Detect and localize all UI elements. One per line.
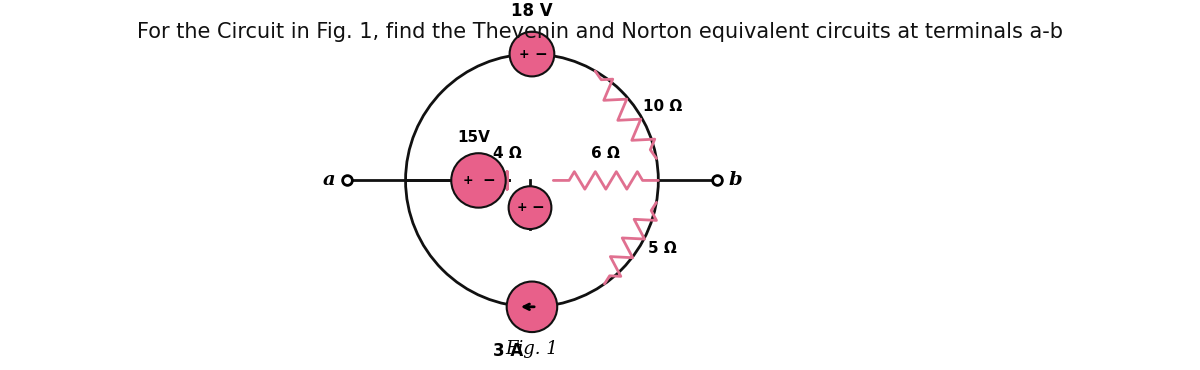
Text: For the Circuit in Fig. 1, find the Thevenin and Norton equivalent circuits at t: For the Circuit in Fig. 1, find the Thev…: [137, 22, 1063, 42]
Circle shape: [510, 32, 554, 77]
Text: −: −: [534, 47, 547, 61]
Text: 4 Ω: 4 Ω: [493, 146, 522, 161]
Text: Fig. 1: Fig. 1: [505, 340, 558, 358]
Text: 3 A: 3 A: [492, 342, 523, 360]
Text: +: +: [518, 48, 529, 61]
Text: −: −: [532, 200, 545, 215]
Text: 6 Ω: 6 Ω: [592, 146, 620, 161]
Text: a: a: [323, 171, 336, 189]
Text: +: +: [463, 174, 474, 187]
Text: 18 V: 18 V: [511, 2, 553, 20]
Text: 15V: 15V: [457, 131, 490, 145]
Circle shape: [506, 282, 557, 332]
Circle shape: [509, 186, 551, 229]
Text: 10 Ω: 10 Ω: [643, 100, 683, 114]
Text: b: b: [728, 171, 742, 189]
Circle shape: [451, 153, 505, 208]
Text: 5 Ω: 5 Ω: [648, 240, 677, 256]
Text: +: +: [516, 201, 527, 214]
Text: −: −: [482, 173, 496, 188]
